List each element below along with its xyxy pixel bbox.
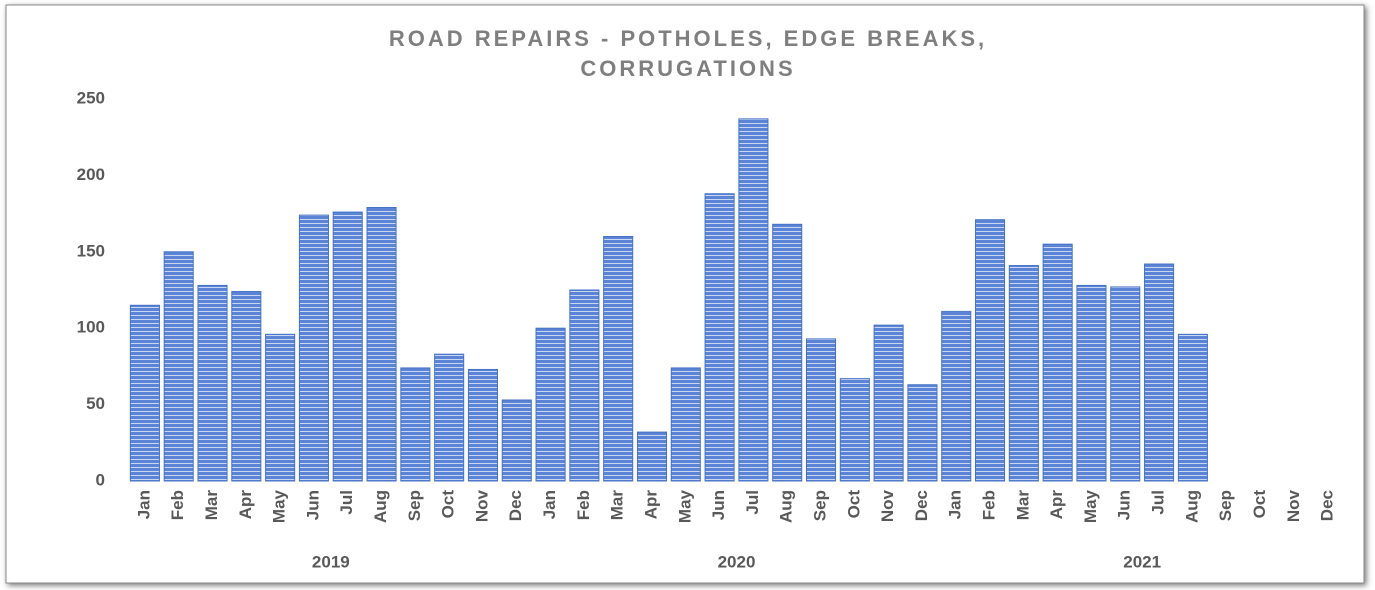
y-tick-label: 200 bbox=[77, 165, 105, 184]
bar bbox=[873, 324, 904, 482]
x-tick-label: Jun bbox=[1115, 490, 1134, 520]
x-tick-label: Oct bbox=[844, 490, 863, 519]
x-tick-label: Jun bbox=[303, 490, 322, 520]
x-tick-label: Mar bbox=[202, 490, 221, 521]
bar bbox=[1177, 333, 1208, 482]
x-tick-label: Aug bbox=[777, 490, 796, 523]
x-tick-label: Oct bbox=[439, 490, 458, 519]
x-tick-label: Jan bbox=[540, 490, 559, 519]
bar bbox=[1008, 265, 1039, 482]
y-tick-label: 50 bbox=[86, 394, 105, 413]
bar bbox=[1076, 284, 1107, 482]
y-tick-label: 100 bbox=[77, 318, 105, 337]
bar bbox=[941, 310, 972, 482]
bar bbox=[231, 291, 262, 482]
x-tick-label: May bbox=[1081, 489, 1100, 523]
year-label: 2019 bbox=[312, 552, 350, 571]
bar bbox=[501, 399, 532, 482]
x-tick-label: Mar bbox=[1013, 490, 1032, 521]
bar bbox=[434, 353, 465, 482]
x-tick-label: Feb bbox=[574, 490, 593, 520]
bar bbox=[1144, 263, 1175, 482]
x-tick-label: Sep bbox=[810, 490, 829, 521]
x-tick-label: Sep bbox=[405, 490, 424, 521]
x-tick-label: Aug bbox=[371, 490, 390, 523]
x-tick-label: May bbox=[270, 489, 289, 523]
x-tick-label: Mar bbox=[608, 490, 627, 521]
bar bbox=[805, 338, 837, 482]
x-tick-label: Jan bbox=[134, 490, 153, 519]
bar bbox=[636, 431, 668, 482]
bar bbox=[975, 219, 1006, 482]
y-tick-label: 0 bbox=[96, 470, 105, 489]
x-tick-label: Jul bbox=[1149, 490, 1168, 515]
x-tick-label: Apr bbox=[236, 490, 255, 520]
x-tick-label: Dec bbox=[912, 490, 931, 521]
x-tick-label: Dec bbox=[506, 490, 525, 521]
x-tick-label: Oct bbox=[1250, 490, 1269, 519]
bar bbox=[298, 214, 329, 482]
x-tick-label: Apr bbox=[1047, 490, 1066, 520]
bar bbox=[1110, 286, 1141, 482]
bar bbox=[467, 368, 498, 482]
x-tick-label: Feb bbox=[980, 490, 999, 520]
year-label: 2020 bbox=[718, 552, 756, 571]
x-tick-label: Aug bbox=[1182, 490, 1201, 523]
x-tick-label: Nov bbox=[878, 489, 897, 522]
bar bbox=[332, 211, 363, 482]
bar bbox=[670, 367, 701, 482]
x-tick-label: Nov bbox=[472, 489, 491, 522]
bar bbox=[704, 193, 735, 482]
bar bbox=[772, 223, 803, 482]
bar bbox=[839, 378, 870, 482]
x-tick-label: Jun bbox=[709, 490, 728, 520]
x-tick-label: Feb bbox=[168, 490, 187, 520]
bar bbox=[738, 118, 769, 482]
bar bbox=[535, 327, 566, 482]
bar bbox=[907, 384, 938, 482]
x-tick-label: Jul bbox=[743, 490, 762, 515]
x-tick-label: Sep bbox=[1216, 490, 1235, 521]
bar bbox=[400, 367, 431, 482]
bar bbox=[197, 284, 228, 482]
bar bbox=[1042, 243, 1073, 482]
x-tick-label: Jan bbox=[946, 490, 965, 519]
bar bbox=[366, 206, 397, 482]
bar bbox=[569, 289, 600, 482]
bar bbox=[129, 304, 160, 482]
bar bbox=[603, 236, 634, 482]
bar bbox=[265, 333, 296, 482]
chart-title: CORRUGATIONS bbox=[580, 56, 795, 81]
x-tick-label: Jul bbox=[337, 490, 356, 515]
x-tick-label: Nov bbox=[1284, 489, 1303, 522]
x-tick-label: Apr bbox=[641, 490, 660, 520]
bar bbox=[163, 251, 194, 482]
x-tick-label: Dec bbox=[1318, 490, 1337, 521]
chart-title: ROAD REPAIRS - POTHOLES, EDGE BREAKS, bbox=[389, 26, 987, 51]
x-tick-label: May bbox=[675, 489, 694, 523]
y-tick-label: 250 bbox=[77, 88, 105, 107]
y-tick-label: 150 bbox=[77, 241, 105, 260]
year-label: 2021 bbox=[1123, 552, 1161, 571]
